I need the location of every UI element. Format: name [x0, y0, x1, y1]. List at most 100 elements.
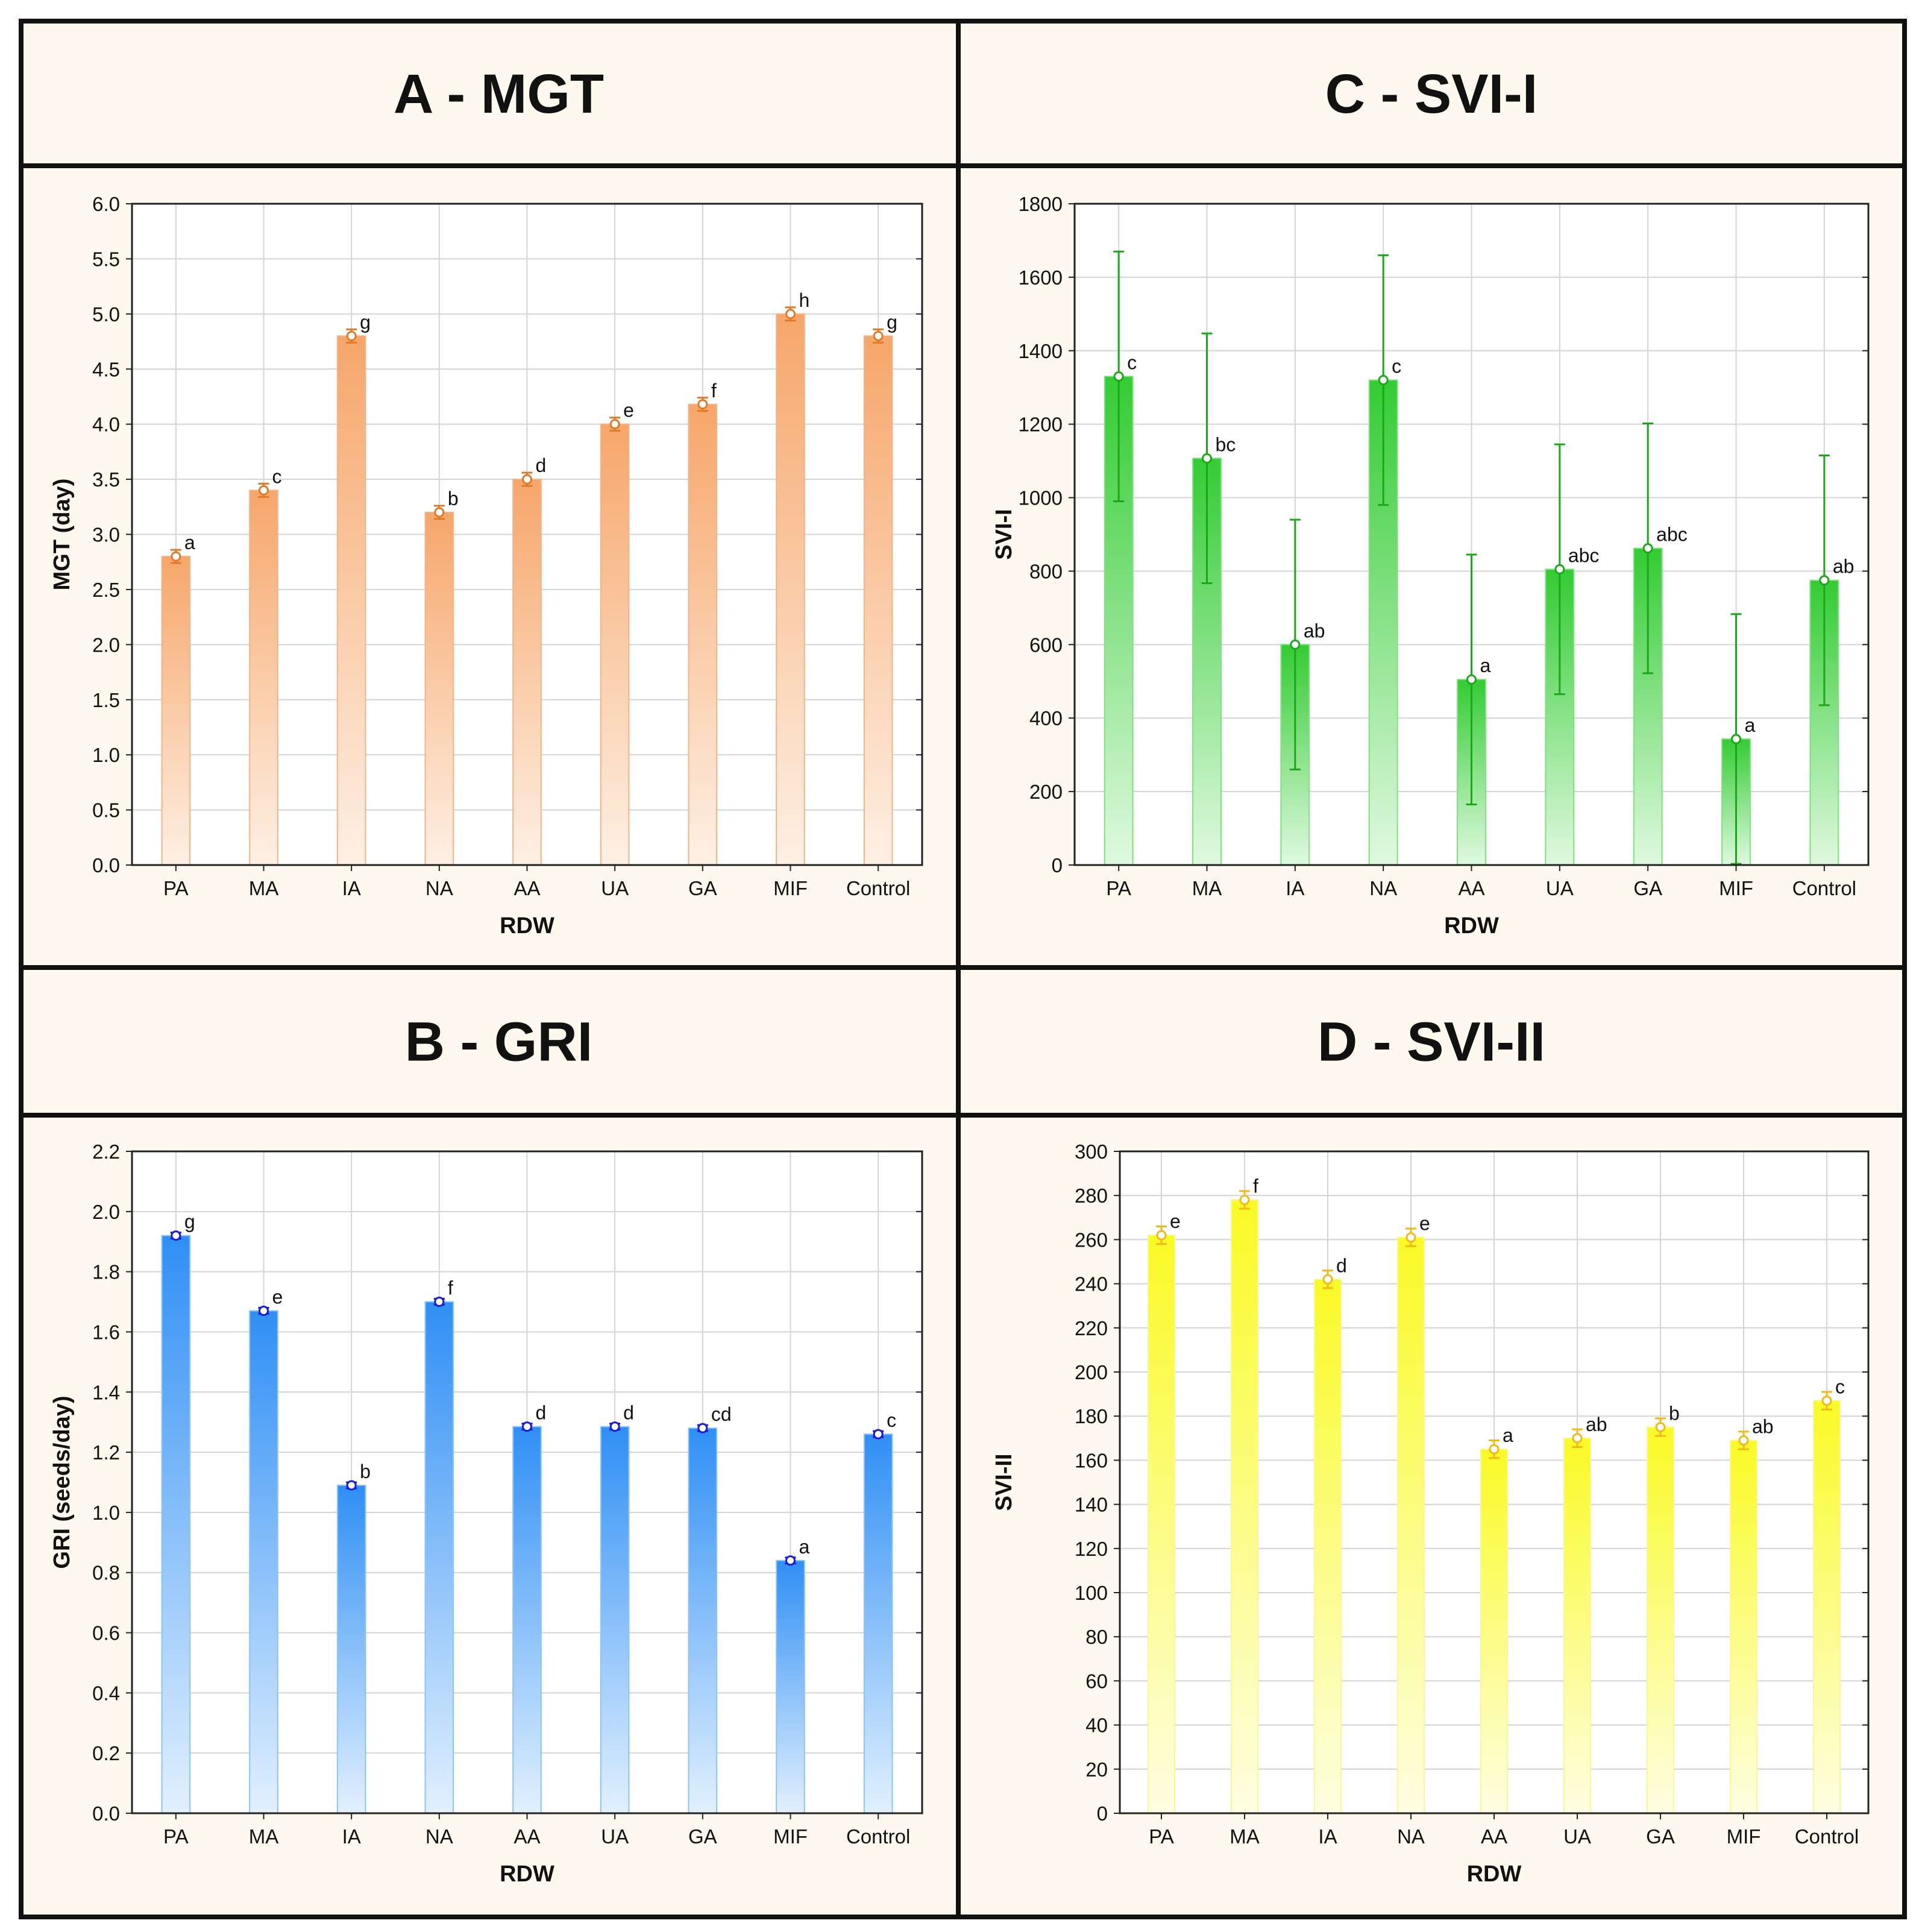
bar-ia	[1313, 1279, 1342, 1814]
bar-ga	[688, 403, 718, 866]
y-tick-label: 200	[1075, 1361, 1108, 1383]
bar-na	[1396, 1236, 1425, 1814]
panel-title: D - SVI-II	[1318, 1012, 1545, 1073]
x-tick-label: GA	[1633, 877, 1662, 899]
significance-letter: c	[1127, 351, 1137, 373]
y-tick-label: 6.0	[92, 193, 120, 215]
mean-marker	[785, 1555, 796, 1566]
bar-mif	[776, 1559, 805, 1814]
bar-control	[1812, 1400, 1841, 1814]
bar-ma	[249, 1310, 278, 1814]
significance-letter: b	[448, 488, 459, 509]
significance-letter: d	[1336, 1254, 1347, 1276]
x-tick-label: MA	[249, 1825, 279, 1848]
x-tick-label: AA	[514, 877, 540, 899]
mean-marker	[609, 419, 620, 430]
panel-title: A - MGT	[394, 63, 604, 125]
y-tick-label: 200	[1029, 781, 1063, 803]
y-tick-label: 300	[1075, 1141, 1108, 1163]
bar-aa	[512, 479, 542, 866]
x-tick-label: IA	[342, 877, 361, 899]
y-axis: 0 20 40 60 80 100 120 140 160 180 200 220 240 260 280 3…	[1075, 1141, 1868, 1825]
significance-letter: a	[799, 1536, 810, 1558]
y-tick-label: 400	[1029, 707, 1063, 729]
significance-letter: a	[1745, 714, 1756, 736]
panel-b: B - GRI g e b f d d cd a c 0.0 0.2 0.4 0.6 0.8 1.0 1.2 1.…	[21, 968, 976, 1917]
significance-letter: f	[711, 380, 717, 401]
mean-marker	[1202, 453, 1212, 464]
bar-aa	[512, 1426, 542, 1814]
bar-aa	[1480, 1449, 1509, 1814]
title-bar-background	[21, 21, 976, 166]
x-tick-label: GA	[688, 1825, 717, 1848]
bar-mif	[776, 313, 805, 866]
y-tick-label: 0.0	[92, 854, 120, 876]
y-tick-label: 0.8	[92, 1562, 120, 1584]
y-tick-label: 0.2	[92, 1742, 120, 1764]
y-tick-label: 5.0	[92, 303, 120, 326]
y-tick-label: 20	[1085, 1758, 1108, 1781]
mean-marker	[1405, 1232, 1416, 1243]
y-tick-label: 120	[1075, 1538, 1108, 1560]
x-tick-label: NA	[426, 877, 453, 899]
significance-letter: g	[360, 311, 371, 333]
x-tick-label: Control	[846, 1825, 910, 1848]
significance-letter: e	[623, 400, 634, 421]
mean-marker	[1290, 639, 1301, 650]
x-tick-label: PA	[163, 877, 189, 899]
bar-ua	[600, 423, 630, 866]
significance-letter: abc	[1656, 524, 1688, 546]
y-tick-label: 1.0	[92, 744, 120, 766]
y-tick-label: 1200	[1019, 414, 1063, 436]
y-axis-title: SVI-I	[991, 509, 1017, 559]
significance-letter: cd	[711, 1403, 732, 1425]
y-tick-label: 800	[1029, 560, 1063, 582]
x-tick-label: MIF	[1719, 877, 1753, 899]
x-tick-label: NA	[1369, 877, 1397, 899]
x-axis-title: RDW	[500, 913, 554, 939]
bar-ga	[688, 1427, 718, 1814]
mean-marker	[1378, 375, 1389, 386]
mean-marker	[434, 1297, 445, 1307]
mean-marker	[259, 1306, 269, 1317]
significance-letter: bc	[1216, 433, 1236, 455]
mean-marker	[609, 1421, 620, 1432]
y-tick-label: 100	[1075, 1582, 1108, 1604]
x-tick-label: GA	[1646, 1825, 1675, 1848]
x-tick-label: MIF	[1727, 1825, 1761, 1848]
mean-marker	[1322, 1274, 1333, 1285]
x-tick-label: UA	[601, 1825, 629, 1848]
y-tick-label: 3.0	[92, 524, 120, 546]
bar-ua	[600, 1426, 630, 1814]
significance-letter: b	[1669, 1403, 1680, 1424]
y-tick-label: 260	[1075, 1229, 1108, 1251]
y-tick-label: 1.4	[92, 1381, 120, 1403]
mean-marker	[1821, 1396, 1832, 1406]
x-tick-label: MIF	[773, 877, 808, 899]
mean-marker	[1489, 1444, 1500, 1455]
significance-letter: c	[272, 465, 282, 487]
y-tick-label: 4.5	[92, 358, 120, 380]
significance-letter: g	[887, 311, 897, 333]
y-axis: 0.0 0.2 0.4 0.6 0.8 1.0 1.2 1.4 1.6 1.8 2.0 2.2	[92, 1141, 922, 1825]
significance-letter: a	[1503, 1424, 1513, 1446]
error-bars: g e b f d d cd a c	[170, 1211, 896, 1566]
significance-letter: ab	[1833, 556, 1855, 577]
y-axis: 0.0 0.5 1.0 1.5 2.0 2.5 3.0 3.5 4.0 4.5 5.0 5.5 6.0	[92, 193, 922, 876]
significance-letter: d	[536, 1402, 547, 1424]
x-tick-label: PA	[163, 1825, 189, 1848]
panel-title: B - GRI	[405, 1012, 593, 1073]
significance-letter: e	[1170, 1210, 1181, 1232]
significance-letter: a	[1480, 655, 1491, 676]
x-axis-title: RDW	[1467, 1861, 1522, 1887]
significance-letter: ab	[1586, 1414, 1607, 1435]
mean-marker	[1572, 1433, 1583, 1444]
y-tick-label: 1.8	[92, 1261, 120, 1283]
y-tick-label: 2.0	[92, 1201, 120, 1223]
x-tick-label: UA	[1546, 877, 1574, 899]
significance-letter: d	[536, 455, 547, 476]
bar-na	[424, 511, 454, 866]
x-tick-label: UA	[601, 877, 629, 899]
y-tick-label: 40	[1085, 1714, 1108, 1737]
